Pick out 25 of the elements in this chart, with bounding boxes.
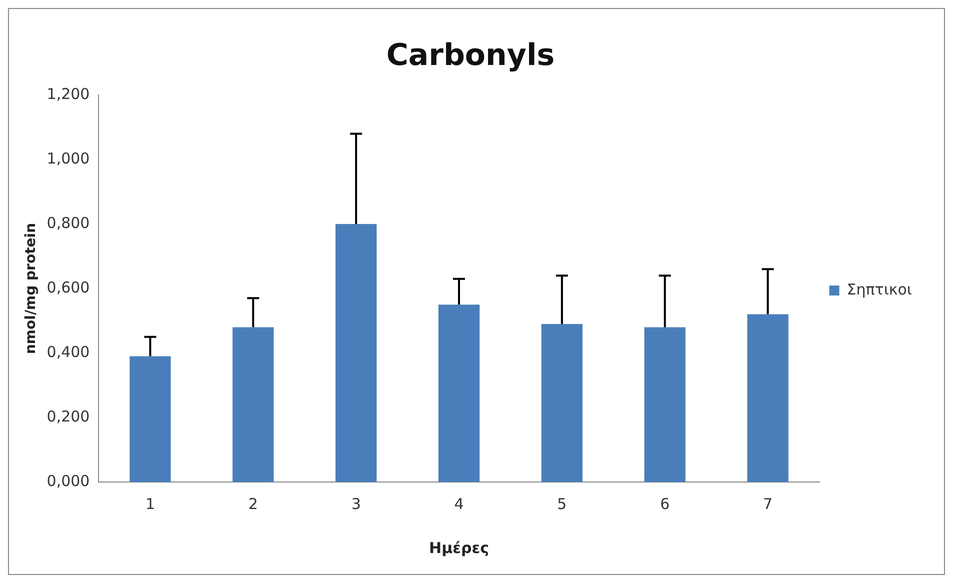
bar: [335, 224, 377, 482]
y-tick-label: 0,800: [46, 214, 90, 232]
x-tick-label: 5: [557, 494, 567, 513]
bar: [130, 356, 171, 482]
y-tick-label: 1,000: [46, 149, 90, 168]
y-axis-title: nmol/mg protein: [23, 222, 40, 354]
x-tick-label: 2: [248, 494, 258, 513]
y-tick-label: 0,400: [46, 342, 90, 361]
y-tick-label: 0,600: [46, 278, 90, 296]
bar: [644, 327, 686, 482]
x-tick-label: 4: [454, 494, 464, 513]
x-axis-title: Ημέρες: [429, 538, 489, 557]
x-tick-label: 6: [660, 494, 670, 513]
x-tick-label: 7: [763, 494, 773, 513]
bar: [232, 327, 274, 482]
legend-label: Σηπτικοι: [846, 280, 912, 298]
y-tick-label: 0,000: [46, 472, 90, 490]
bar: [438, 304, 480, 482]
bar: [541, 324, 583, 482]
chart-title: Carbonyls: [386, 38, 555, 73]
bar: [747, 314, 788, 482]
x-tick-label: 3: [351, 494, 361, 513]
x-tick-label: 1: [145, 494, 155, 513]
y-tick-label: 0,200: [46, 407, 90, 426]
y-tick-label: 1,200: [46, 84, 90, 103]
